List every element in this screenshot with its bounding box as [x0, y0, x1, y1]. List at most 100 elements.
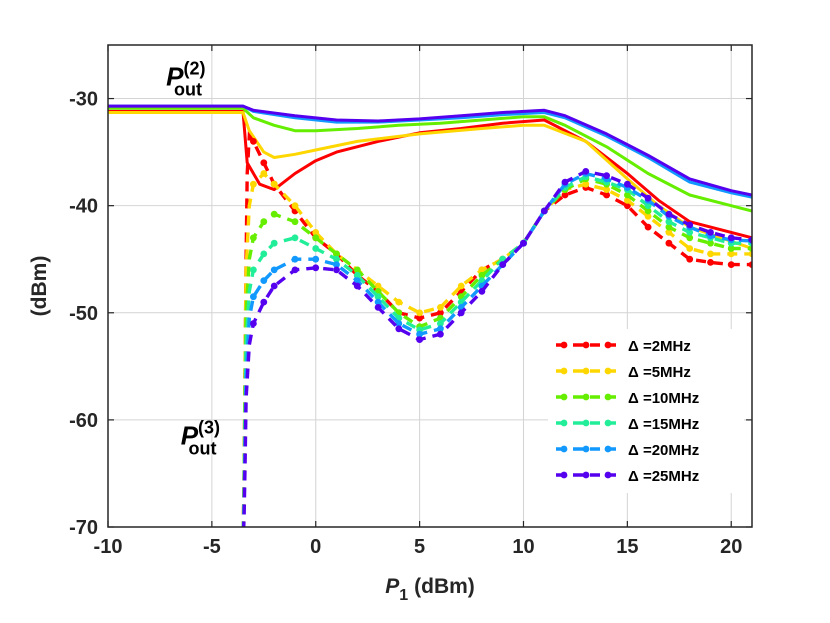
pout3-data-point: [333, 261, 340, 268]
x-tick-label: 0: [310, 536, 321, 558]
pout3-data-point: [312, 264, 320, 272]
pout3-data-point: [250, 138, 257, 145]
pout3-data-point: [353, 282, 361, 290]
pout3-data-point: [644, 207, 652, 215]
pout3-data-point: [686, 229, 694, 236]
pout3-data-point: [686, 234, 694, 242]
pout3-data-point: [644, 202, 652, 210]
pout3-data-point: [437, 304, 444, 311]
legend-label: Δ =15MHz: [628, 416, 699, 433]
legend-marker: [582, 393, 590, 401]
pout3-data-point: [291, 202, 299, 210]
pout3-data-point: [395, 298, 403, 306]
pout2-series-line: [108, 111, 752, 250]
legend-marker: [560, 471, 568, 479]
pout3-data-point: [416, 314, 423, 322]
y-tick-label: -60: [69, 410, 98, 432]
pout3-data-point: [291, 218, 299, 226]
annotation-subscript: out: [189, 439, 217, 459]
pout3-data-point: [291, 234, 299, 242]
x-axis-subscript: 1: [399, 587, 408, 604]
pout3-data-point: [312, 234, 320, 242]
legend-marker: [582, 341, 590, 349]
x-axis-label: P1 (dBm): [385, 575, 475, 604]
pout3-data-point: [686, 221, 694, 229]
pout2-series-line: [108, 104, 752, 199]
axes-box: [107, 44, 753, 528]
plot-area: [108, 104, 752, 527]
pout3-data-point: [561, 178, 569, 186]
pout3-data-point: [748, 250, 752, 258]
pout3-data-point: [250, 180, 257, 188]
annotation-symbol: P: [181, 421, 199, 451]
annotation-superscript: (3): [198, 418, 220, 438]
pout3-data-point: [250, 266, 257, 274]
pout3-data-point: [582, 168, 590, 175]
pout3-data-point: [540, 207, 548, 215]
legend-background: [548, 329, 744, 493]
legend-marker: [560, 393, 568, 401]
legend-marker: [560, 445, 568, 453]
legend-label: Δ =5MHz: [628, 364, 691, 381]
legend-marker: [560, 419, 568, 427]
pout3-data-point: [707, 229, 714, 236]
pout3-data-point: [437, 320, 444, 327]
pout3-data-point: [333, 255, 340, 263]
pout3-data-point: [624, 202, 631, 210]
pout3-data-point: [260, 218, 268, 226]
annotation-subscript: out: [174, 80, 202, 100]
pout3-data-point: [374, 293, 382, 301]
pout3-data-point: [478, 266, 486, 274]
pout3-data-point: [416, 309, 423, 317]
pout3-data-point: [312, 255, 320, 263]
pout3-data-point: [374, 298, 382, 306]
pout3-data-point: [644, 213, 652, 220]
pout3-data-point: [270, 239, 278, 247]
pout3-data-point: [395, 320, 403, 327]
pout3-data-point: [395, 325, 403, 333]
pout3-data-point: [520, 239, 527, 247]
legend-label: Δ =2MHz: [628, 338, 691, 355]
legend-marker: [560, 367, 568, 375]
pout3-data-point: [270, 180, 278, 188]
pout3-data-point: [270, 282, 278, 290]
x-axis-unit: (dBm): [414, 575, 475, 598]
pout3-data-point: [644, 194, 652, 202]
legend-marker: [604, 367, 612, 375]
pout3-data-point: [748, 245, 752, 252]
y-axis-label: (dBm): [28, 256, 51, 317]
tick-labels: -10 -5 0 5 10 15 20-70-60-50-40-30: [69, 89, 742, 558]
pout3-data-point: [270, 210, 278, 218]
pout2-series-line: [108, 104, 752, 197]
pout2-lines: [108, 104, 752, 250]
x-tick-label: -10: [94, 536, 123, 558]
pout3-data-point: [333, 250, 340, 258]
pout3-data-point: [686, 255, 694, 263]
pout3-data-point: [707, 259, 714, 266]
pout3-data-point: [250, 293, 257, 301]
pout2-series-line: [108, 106, 752, 213]
pout3-data-point: [582, 180, 590, 188]
pout3-data-point: [260, 298, 268, 306]
pout3-data-point: [312, 245, 320, 252]
y-tick-label: -70: [69, 517, 98, 539]
pout3-data-point: [727, 250, 735, 258]
pout2-annotation: P(2) out: [166, 59, 205, 100]
pout3-data-point: [644, 223, 652, 231]
pout3-data-point: [416, 336, 423, 343]
y-tick-label: -40: [69, 196, 98, 218]
legend-label: Δ =20MHz: [628, 442, 699, 459]
pout3-data-point: [665, 218, 673, 226]
pout3-data-point: [437, 309, 444, 317]
pout3-data-point: [250, 234, 257, 242]
pout3-data-point: [603, 172, 610, 180]
pout3-data-point: [727, 245, 735, 252]
pout3-series-line: [241, 131, 752, 527]
pout3-data-point: [561, 191, 569, 199]
pout3-data-point: [603, 191, 610, 199]
x-tick-label: 15: [616, 536, 638, 558]
pout3-data-point: [353, 271, 361, 279]
pout3-annotation: P(3) out: [181, 418, 220, 459]
x-tick-label: -5: [203, 536, 221, 558]
